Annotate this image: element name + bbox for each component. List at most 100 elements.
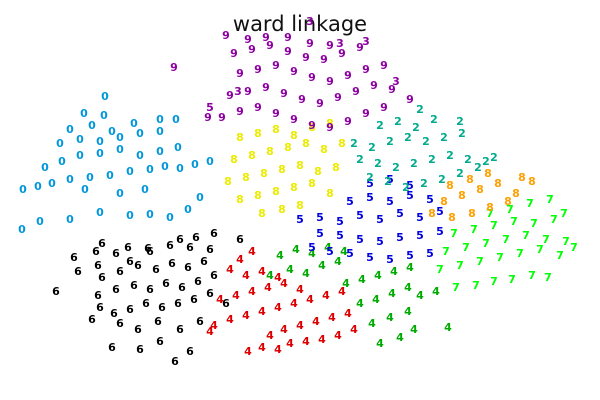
data-point: 0 [206,155,214,168]
data-point: 8 [326,187,334,200]
data-point: 9 [244,33,252,46]
data-point: 6 [186,241,194,254]
data-point: 5 [376,235,384,248]
data-point: 0 [18,223,26,236]
data-point: 2 [428,153,436,166]
data-point: 5 [316,211,324,224]
data-point: 4 [358,273,366,286]
data-point: 6 [96,301,104,314]
data-point: 5 [406,189,414,202]
data-point: 9 [380,59,388,72]
data-point: 5 [416,211,424,224]
data-point: 5 [416,229,424,242]
data-point: 0 [166,211,174,224]
data-point: 4 [416,289,424,302]
data-point: 0 [76,133,84,146]
series-group: 00 00 0 0 000 0 0 0 0 0 0 0 0 0 0 00 0 0 0 0 0 0 00 0 0 0 0 00 0 000 0… [18,90,214,236]
data-point: 6 [190,293,198,306]
data-point: 8 [290,129,298,142]
data-point: 0 [56,137,64,150]
data-point: 8 [486,201,494,214]
data-point: 4 [276,249,284,262]
data-point: 8 [332,161,340,174]
data-point: 4 [308,247,316,260]
data-point: 4 [356,297,364,310]
data-point: 0 [96,147,104,160]
data-point: 6 [110,307,118,320]
data-point: 8 [230,153,238,166]
data-point: 4 [312,315,320,328]
data-point: 3 [234,85,242,98]
data-point: 8 [504,195,512,208]
data-point: 0 [156,113,164,126]
data-point: 9 [356,41,364,54]
data-point: 4 [226,313,234,326]
data-point: 6 [126,303,134,316]
data-point: 6 [134,323,142,336]
data-point: 0 [156,125,164,138]
data-point: 4 [318,333,326,346]
data-point: 8 [528,175,536,188]
data-point: 4 [376,337,384,350]
data-point: 3 [306,15,314,28]
data-point: 9 [362,63,370,76]
data-point: 8 [518,171,526,184]
data-point: 8 [254,189,262,202]
data-point: 6 [166,239,174,252]
data-point: 5 [346,247,354,260]
data-point: 0 [126,165,134,178]
data-point: 0 [130,117,138,130]
data-point: 6 [210,269,218,282]
data-point: 8 [284,141,292,154]
data-point: 2 [440,131,448,144]
data-point: 4 [210,319,218,332]
data-point: 7 [476,255,484,268]
data-point: 7 [542,233,550,246]
data-point: 4 [280,277,288,290]
data-point: 2 [376,119,384,132]
data-point: 8 [302,137,310,150]
data-point: 9 [290,113,298,126]
data-point: 0 [136,149,144,162]
data-point: 6 [124,241,132,254]
data-point: 7 [526,197,534,210]
data-point: 8 [476,183,484,196]
data-point: 4 [264,281,272,294]
data-point: 6 [134,259,142,272]
data-point: 0 [101,90,109,103]
data-point: 9 [248,43,256,56]
data-point: 7 [456,259,464,272]
data-point: 0 [48,177,56,190]
data-point: 5 [376,213,384,226]
data-point: 5 [366,191,374,204]
data-point: 4 [372,293,380,306]
data-point: 5 [346,195,354,208]
data-point: 6 [144,242,152,255]
data-point: 6 [116,317,124,330]
data-point: 5 [336,215,344,228]
data-point: 0 [116,131,124,144]
data-point: 0 [96,135,104,148]
data-point: 4 [216,293,224,306]
data-point: 6 [158,301,166,314]
data-point: 2 [430,113,438,126]
data-point: 7 [450,227,458,240]
data-point: 8 [308,177,316,190]
data-point: 8 [278,163,286,176]
data-point: 5 [316,227,324,240]
data-point: 4 [206,325,214,338]
data-point: 6 [184,261,192,274]
data-point: 5 [406,179,414,192]
data-point: 6 [142,297,150,310]
data-point: 4 [248,285,256,298]
data-point: 4 [296,319,304,332]
data-point: 9 [254,63,262,76]
data-point: 8 [326,117,334,130]
data-point: 4 [344,307,352,320]
data-point: 6 [206,287,214,300]
data-point: 5 [336,229,344,242]
data-point: 8 [338,137,346,150]
data-point: 7 [550,213,558,226]
